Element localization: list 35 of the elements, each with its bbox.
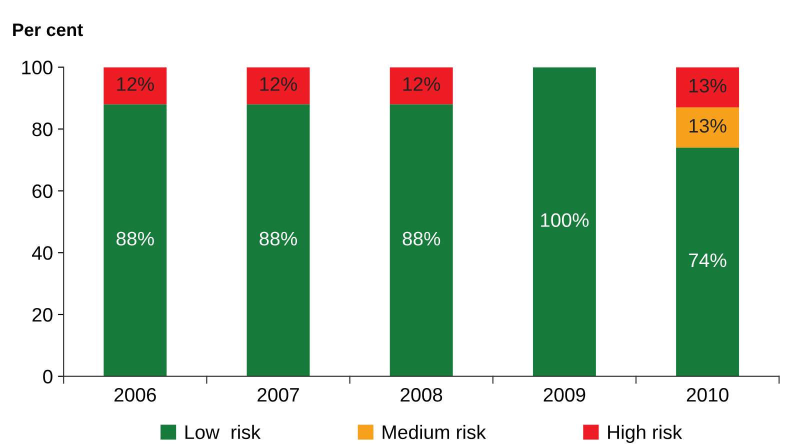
data-label: 100% (541, 213, 589, 227)
data-label: 88% (402, 232, 440, 246)
y-axis-title: Per cent (13, 24, 83, 36)
data-label: 88% (260, 232, 298, 246)
legend-label: Low risk (185, 424, 261, 440)
y-tick-label: 80 (32, 122, 52, 136)
y-tick-label: 100 (22, 60, 52, 74)
bar (676, 67, 740, 108)
x-tick-label: 2008 (400, 388, 442, 402)
bar (104, 67, 167, 104)
legend-label: Medium risk (382, 424, 486, 440)
data-label: 12% (260, 77, 298, 91)
data-label: 74% (689, 253, 726, 268)
bar (532, 67, 596, 376)
data-label: 12% (403, 77, 440, 91)
x-tick-label: 2006 (114, 388, 156, 402)
y-tick-label: 20 (32, 308, 52, 322)
bar (390, 67, 453, 104)
x-tick-label: 2009 (544, 388, 586, 402)
y-tick-label: 40 (32, 246, 52, 260)
bar (246, 67, 310, 104)
bar (390, 104, 453, 376)
y-tick-label: 60 (32, 184, 52, 198)
x-tick-label: 2010 (686, 388, 728, 402)
data-label: 12% (117, 77, 154, 91)
data-label: 13% (690, 118, 726, 133)
legend-label: High risk (608, 424, 682, 443)
bar (104, 104, 167, 376)
data-label: 13% (690, 78, 726, 93)
data-label: 88% (116, 232, 154, 246)
bar (246, 104, 310, 376)
x-tick-label: 2007 (258, 388, 299, 402)
bar (676, 148, 740, 376)
y-tick-label: 0 (43, 370, 52, 384)
bar (676, 107, 740, 148)
